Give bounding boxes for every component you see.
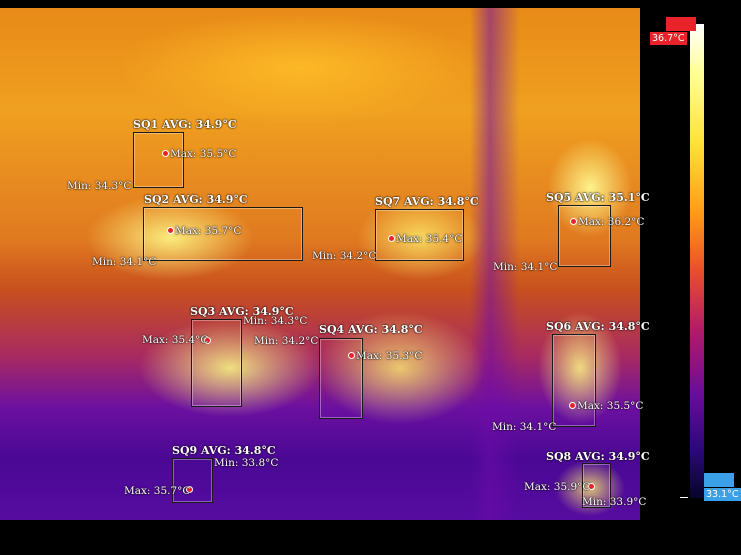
sq7-max-marker <box>388 235 395 242</box>
sq6-max-marker <box>569 402 576 409</box>
sq8-min-label: Min: 33.9°C <box>582 496 646 508</box>
sq4-avg-label: SQ4 AVG: 34.8°C <box>319 323 423 336</box>
sq1-min-label: Min: 34.3°C <box>67 180 131 192</box>
sq2-max-marker <box>167 227 174 234</box>
sq6-min-label: Min: 34.1°C <box>492 421 556 433</box>
sq4-min-label: Min: 34.2°C <box>254 335 318 347</box>
sq5-avg-label: SQ5 AVG: 35.1°C <box>546 191 650 204</box>
sq3-min-label: Min: 34.3°C <box>243 315 307 327</box>
sq6-max-label: Max: 35.5°C <box>577 400 643 412</box>
sq5-max-label: Max: 36.2°C <box>578 216 644 228</box>
sq6-avg-label: SQ6 AVG: 34.8°C <box>546 320 650 333</box>
sq2-max-label: Max: 35.7°C <box>175 225 241 237</box>
sq8-avg-label: SQ8 AVG: 34.9°C <box>546 450 650 463</box>
scale-max-marker[interactable] <box>666 17 696 31</box>
sq3-max-label: Max: 35.4°C <box>142 334 208 346</box>
sq7-avg-label: SQ7 AVG: 34.8°C <box>375 195 479 208</box>
sq8-max-label: Max: 35.9°C <box>524 481 590 493</box>
sq9-min-label: Min: 33.8°C <box>214 457 278 469</box>
sq2-min-label: Min: 34.1°C <box>92 256 156 268</box>
sq4-max-marker <box>348 352 355 359</box>
measure-box-sq1[interactable] <box>133 132 184 188</box>
measure-box-sq6[interactable] <box>552 334 596 427</box>
sq1-avg-label: SQ1 AVG: 34.9°C <box>133 118 237 131</box>
scale-tick-bottom <box>680 497 688 498</box>
measure-box-sq3[interactable] <box>191 319 242 407</box>
sq2-avg-label: SQ2 AVG: 34.9°C <box>144 193 248 206</box>
sq1-max-marker <box>162 150 169 157</box>
scale-min-label: 33.1°C <box>704 488 741 501</box>
temperature-scale-bar <box>690 24 704 498</box>
sq1-max-label: Max: 35.5°C <box>170 148 236 160</box>
sq5-min-label: Min: 34.1°C <box>493 261 557 273</box>
scale-max-label: 36.7°C <box>650 32 687 45</box>
sq7-min-label: Min: 34.2°C <box>312 250 376 262</box>
scale-min-marker[interactable] <box>704 473 734 487</box>
sq5-max-marker <box>570 218 577 225</box>
measure-box-sq5[interactable] <box>558 205 611 267</box>
sq9-max-label: Max: 35.7°C <box>124 485 190 497</box>
sq9-avg-label: SQ9 AVG: 34.8°C <box>172 444 276 457</box>
sq4-max-label: Max: 35.3°C <box>356 350 422 362</box>
sq7-max-label: Max: 35.4°C <box>396 233 462 245</box>
